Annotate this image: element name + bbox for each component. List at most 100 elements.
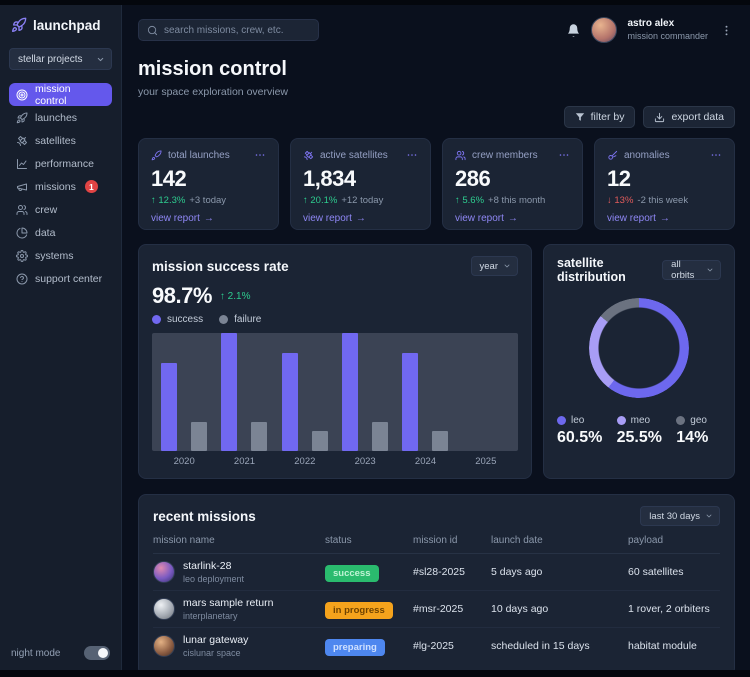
mission-avatar bbox=[153, 635, 175, 657]
stat-label: active satellites bbox=[320, 149, 388, 161]
view-report-link[interactable]: view report → bbox=[303, 213, 366, 224]
x-axis-label-2023: 2023 bbox=[354, 456, 376, 467]
mission-id: #lg-2025 bbox=[413, 640, 454, 652]
search-input[interactable] bbox=[164, 24, 310, 36]
night-mode-toggle[interactable] bbox=[84, 646, 110, 660]
table-row[interactable]: lunar gateway cislunar space preparing #… bbox=[153, 628, 720, 664]
geo-legend-dot bbox=[676, 416, 686, 425]
chevron-down-icon bbox=[96, 55, 105, 64]
users-icon bbox=[455, 150, 466, 161]
filter-by-button[interactable]: filter by bbox=[563, 106, 636, 128]
bar-failure-2022 bbox=[311, 430, 328, 451]
column-header: mission name bbox=[153, 535, 215, 546]
card-title: mission success rate bbox=[152, 258, 289, 274]
bar-legend: success failure bbox=[152, 314, 518, 325]
success-rate-delta: ↑ 2.1% bbox=[219, 290, 251, 302]
kebab-menu-icon[interactable] bbox=[718, 24, 735, 37]
page-title: mission control bbox=[138, 58, 287, 80]
bar-success-2024 bbox=[402, 353, 419, 451]
sidebar-item-satellites[interactable]: satellites bbox=[9, 129, 112, 152]
help-circle-icon bbox=[16, 273, 28, 285]
sidebar-item-mission-control[interactable]: mission control bbox=[9, 82, 112, 107]
target-icon bbox=[16, 89, 28, 101]
app-window: launchpad stellar projects mission contr… bbox=[0, 5, 750, 670]
stat-value: 1,834 bbox=[303, 166, 356, 191]
mission-subtitle: interplanetary bbox=[183, 611, 238, 621]
chevron-down-icon bbox=[706, 266, 714, 274]
bar-success-2023 bbox=[342, 333, 359, 451]
status-badge: preparing bbox=[325, 638, 385, 656]
user-avatar[interactable] bbox=[591, 17, 618, 43]
sidebar-item-systems[interactable]: systems bbox=[9, 244, 112, 267]
stat-label: crew members bbox=[472, 149, 538, 161]
table-row[interactable]: starlink-28 leo deployment success #sl28… bbox=[153, 554, 720, 591]
bell-icon[interactable] bbox=[566, 23, 581, 38]
bar-failure-2021 bbox=[251, 421, 268, 451]
more-icon[interactable] bbox=[254, 149, 266, 161]
more-icon[interactable] bbox=[406, 149, 418, 161]
arrow-right-icon: → bbox=[203, 213, 214, 224]
sidebar-item-crew[interactable]: crew bbox=[9, 198, 112, 221]
x-axis-label-2022: 2022 bbox=[294, 456, 316, 467]
more-icon[interactable] bbox=[558, 149, 570, 161]
launch-date: 5 days ago bbox=[491, 566, 543, 578]
sidebar-item-label: mission control bbox=[35, 82, 71, 107]
night-mode-label: night mode bbox=[11, 647, 61, 659]
bar-failure-2020 bbox=[191, 421, 208, 451]
legend-label: failure bbox=[234, 314, 262, 325]
stat-label: anomalies bbox=[624, 149, 670, 161]
stat-value: 12 bbox=[607, 166, 631, 191]
stat-card-crew-members: crew members 286 ↑ 5.6% +8 this month vie… bbox=[442, 138, 583, 230]
year-select[interactable]: year bbox=[470, 256, 518, 276]
sidebar-item-performance[interactable]: performance bbox=[9, 152, 112, 175]
sidebar-item-label: launches bbox=[35, 111, 78, 124]
sidebar-item-missions[interactable]: missions 1 bbox=[9, 175, 112, 198]
bar-group-2025 bbox=[456, 333, 516, 451]
view-report-link[interactable]: view report → bbox=[151, 213, 214, 224]
column-header: payload bbox=[628, 535, 664, 546]
launch-date: scheduled in 15 days bbox=[491, 640, 590, 652]
view-report-link[interactable]: view report → bbox=[607, 213, 670, 224]
table-row[interactable]: mars sample return interplanetary in pro… bbox=[153, 591, 720, 628]
chevron-down-icon bbox=[705, 512, 713, 520]
megaphone-icon bbox=[16, 181, 28, 193]
sidebar-item-data[interactable]: data bbox=[9, 221, 112, 244]
x-axis-label-2020: 2020 bbox=[173, 456, 195, 467]
pie-chart-icon bbox=[16, 227, 28, 239]
charts-row: mission success rate year 98.7% ↑ 2.1% s… bbox=[138, 244, 735, 479]
stat-note: +12 today bbox=[341, 195, 384, 206]
column-header: mission id bbox=[413, 535, 458, 546]
toggle-knob bbox=[98, 648, 108, 658]
project-select[interactable]: stellar projects bbox=[9, 48, 112, 70]
mission-id: #sl28-2025 bbox=[413, 566, 465, 578]
missions-count-badge: 1 bbox=[84, 180, 98, 193]
last-30-days-select[interactable]: last 30 days bbox=[640, 506, 720, 526]
x-axis-label-2025: 2025 bbox=[475, 456, 497, 467]
stat-note: +3 today bbox=[189, 195, 227, 206]
sidebar-item-launches[interactable]: launches bbox=[9, 106, 112, 129]
bar-group-2024 bbox=[395, 333, 455, 451]
search-box bbox=[138, 19, 319, 41]
failure-legend-dot bbox=[219, 315, 229, 324]
sidebar-item-support-center[interactable]: support center bbox=[9, 267, 112, 290]
legend-label: leo bbox=[571, 415, 585, 426]
night-mode-row: night mode bbox=[9, 646, 112, 660]
sidebar-item-label: performance bbox=[35, 157, 94, 170]
user-role: mission commander bbox=[627, 30, 708, 41]
line-chart-icon bbox=[16, 158, 28, 170]
sidebar-item-label: data bbox=[35, 226, 56, 239]
mission-subtitle: cislunar space bbox=[183, 648, 241, 658]
stat-note: -2 this week bbox=[637, 195, 689, 206]
sidebar-item-label: support center bbox=[35, 272, 103, 285]
more-icon[interactable] bbox=[710, 149, 722, 161]
legend-label: geo bbox=[690, 415, 707, 426]
project-select-value: stellar projects bbox=[18, 53, 83, 65]
export-data-button[interactable]: export data bbox=[643, 106, 735, 128]
view-report-link[interactable]: view report → bbox=[455, 213, 518, 224]
chevron-down-icon bbox=[503, 262, 511, 270]
sidebar-item-label: missions bbox=[35, 180, 76, 193]
users-icon bbox=[16, 204, 28, 216]
payload: 1 rover, 2 orbiters bbox=[628, 603, 710, 615]
sidebar-item-label: satellites bbox=[35, 134, 76, 147]
all-orbits-select[interactable]: all orbits bbox=[662, 259, 721, 281]
